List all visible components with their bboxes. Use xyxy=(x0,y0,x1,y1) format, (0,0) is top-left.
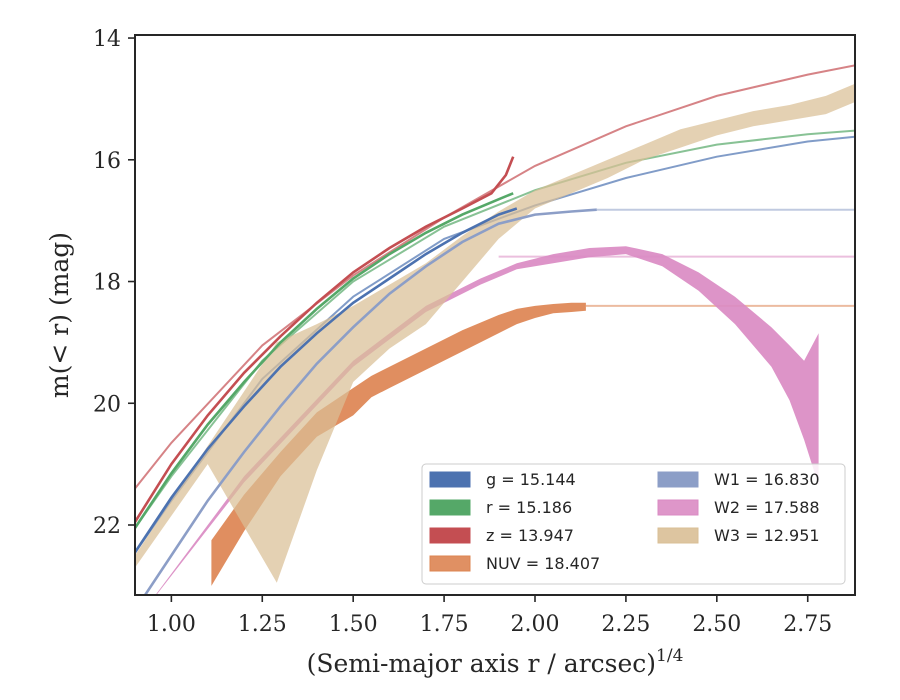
y-axis: 14 16 18 20 22 xyxy=(93,27,135,539)
y-tick-label: 16 xyxy=(93,149,121,174)
legend-label: NUV = 18.407 xyxy=(486,554,600,573)
legend-label: W3 = 12.951 xyxy=(714,526,820,545)
legend-label: z = 13.947 xyxy=(486,526,574,545)
series-r-fit-line xyxy=(135,129,855,529)
legend-label: W1 = 16.830 xyxy=(714,470,820,489)
legend-swatch xyxy=(657,499,699,516)
x-tick-label: 2.50 xyxy=(692,612,741,637)
legend-item-r: r = 15.186 xyxy=(429,498,572,517)
y-tick-label: 18 xyxy=(93,271,121,296)
legend-item-w2: W2 = 17.588 xyxy=(657,498,820,517)
x-axis-label-main: (Semi-major axis r / arcsec) xyxy=(307,649,656,678)
series-w3-band xyxy=(135,83,855,583)
legend-swatch xyxy=(657,471,699,488)
series-z-line xyxy=(135,156,515,523)
y-tick-label: 20 xyxy=(93,392,121,417)
legend-item-z: z = 13.947 xyxy=(429,526,574,545)
legend-swatch xyxy=(657,527,699,544)
legend-swatch xyxy=(429,471,471,488)
x-tick-label: 1.25 xyxy=(238,612,287,637)
x-tick-label: 2.25 xyxy=(601,612,650,637)
legend-swatch xyxy=(429,555,471,572)
y-tick-label: 14 xyxy=(93,27,121,52)
x-tick-label: 2.75 xyxy=(783,612,832,637)
series-r-line xyxy=(135,192,514,529)
legend-label: W2 = 17.588 xyxy=(714,498,820,517)
y-tick-label: 22 xyxy=(93,514,121,539)
legend-swatch xyxy=(429,499,471,516)
series-g-line xyxy=(135,207,518,554)
x-axis-label: (Semi-major axis r / arcsec)1/4 xyxy=(307,646,684,678)
x-axis-label-superscript: 1/4 xyxy=(656,646,683,666)
plot-frame xyxy=(134,34,856,596)
x-tick-label: 1.75 xyxy=(420,612,469,637)
x-axis: 1.00 1.25 1.50 1.75 2.00 2.25 2.50 2.75 xyxy=(147,595,832,637)
legend-item-nuv: NUV = 18.407 xyxy=(429,554,600,573)
legend-label: g = 15.144 xyxy=(486,470,576,489)
legend-label: r = 15.186 xyxy=(486,498,572,517)
legend: g = 15.144 r = 15.186 z = 13.947 NUV = 18.4… xyxy=(421,463,846,585)
series-w1-line xyxy=(143,208,597,595)
legend-box xyxy=(421,463,846,585)
x-tick-label: 1.50 xyxy=(329,612,378,637)
legend-swatch xyxy=(429,527,471,544)
x-tick-label: 2.00 xyxy=(511,612,560,637)
y-axis-label: m(< r) (mag) xyxy=(45,232,74,398)
series-z-fit-line xyxy=(135,64,855,490)
x-tick-label: 1.00 xyxy=(147,612,196,637)
legend-item-w3: W3 = 12.951 xyxy=(657,526,820,545)
plot-area xyxy=(135,64,855,595)
legend-item-w1: W1 = 16.830 xyxy=(657,470,820,489)
legend-item-g: g = 15.144 xyxy=(429,470,576,489)
